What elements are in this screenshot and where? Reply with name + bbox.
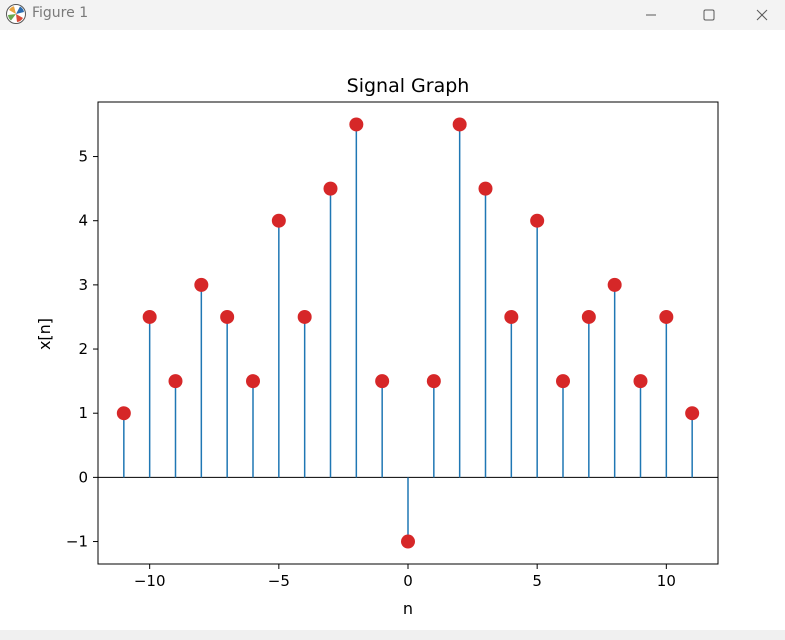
data-point	[504, 309, 519, 324]
status-bar	[0, 630, 785, 640]
y-tick-label: 5	[78, 148, 88, 166]
y-tick-label: 1	[78, 404, 88, 422]
data-point	[116, 406, 131, 421]
title-bar[interactable]: Figure 1	[0, 0, 785, 30]
y-tick-label: 3	[78, 276, 88, 294]
data-point	[297, 309, 312, 324]
y-tick-label: 4	[78, 212, 88, 230]
data-point	[220, 309, 235, 324]
y-tick-label: 0	[78, 468, 88, 486]
figure-canvas: Signal Graph −10 −5 0 5 10 −1 0 1 2 3 4 5 n x[n]	[0, 30, 785, 630]
chart-title: Signal Graph	[347, 75, 470, 97]
x-tick-label: 5	[532, 572, 542, 590]
x-tick-label: −5	[268, 572, 290, 590]
maximize-icon	[703, 9, 715, 21]
data-point	[556, 374, 570, 389]
data-point	[142, 309, 157, 324]
y-tick-label: −1	[66, 533, 88, 551]
data-point	[426, 374, 441, 389]
data-point	[685, 406, 700, 421]
x-tick-label: −10	[134, 572, 166, 590]
x-tick-label: 10	[657, 572, 676, 590]
data-point	[271, 213, 286, 228]
data-point	[194, 277, 209, 292]
data-point	[375, 374, 390, 389]
data-point	[659, 309, 674, 324]
matplotlib-app-icon	[5, 3, 27, 25]
y-axis-label: x[n]	[35, 318, 54, 350]
data-point	[246, 374, 260, 389]
data-point	[323, 181, 338, 196]
window-title: Figure 1	[32, 5, 89, 21]
data-point	[478, 181, 493, 196]
x-axis-label: n	[403, 599, 413, 618]
x-tick-label: 0	[403, 572, 413, 590]
minimize-icon	[646, 14, 656, 16]
data-point	[581, 309, 596, 324]
minimize-button[interactable]	[622, 0, 680, 30]
data-point	[530, 213, 545, 228]
data-point	[607, 277, 622, 292]
close-button[interactable]	[738, 0, 785, 30]
data-point	[633, 374, 648, 389]
y-tick-label: 2	[78, 340, 88, 358]
data-point	[401, 534, 415, 549]
data-point	[168, 374, 183, 389]
maximize-button[interactable]	[680, 0, 738, 30]
data-point	[452, 117, 467, 132]
close-icon	[756, 9, 767, 21]
data-point	[349, 117, 364, 132]
